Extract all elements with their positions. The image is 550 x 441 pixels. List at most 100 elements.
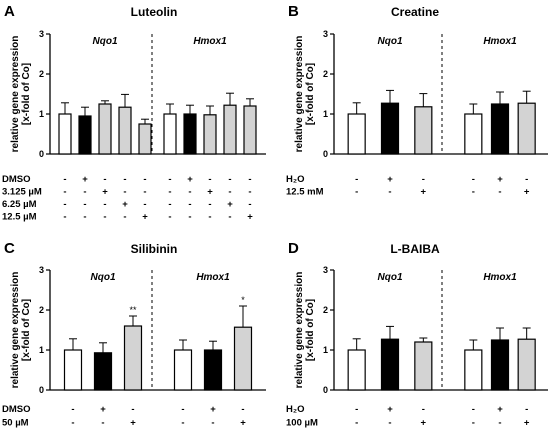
y-tick-label: 1 bbox=[39, 345, 44, 355]
condition-mark: + bbox=[524, 418, 530, 429]
condition-label: 3.125 µM bbox=[2, 187, 42, 198]
group-label-hmox1: Hmox1 bbox=[483, 272, 517, 283]
group-label-nqo1: Nqo1 bbox=[378, 36, 403, 47]
group-label-nqo1: Nqo1 bbox=[93, 36, 118, 47]
condition-mark: - bbox=[355, 187, 358, 198]
bar-hmox1-1 bbox=[490, 339, 510, 391]
group-label-hmox1: Hmox1 bbox=[483, 36, 517, 47]
condition-mark: + bbox=[102, 187, 108, 198]
condition-mark: - bbox=[355, 404, 358, 415]
condition-mark: - bbox=[143, 199, 146, 210]
condition-mark: - bbox=[103, 212, 106, 223]
panel-letter: D bbox=[288, 240, 299, 257]
condition-mark: + bbox=[100, 404, 106, 415]
bar-nqo1-1 bbox=[78, 115, 92, 155]
significance-label: * bbox=[241, 295, 245, 305]
y-tick-label: 0 bbox=[323, 385, 328, 395]
condition-mark: - bbox=[63, 174, 66, 185]
bar-hmox1-0 bbox=[163, 113, 177, 155]
condition-mark: - bbox=[123, 187, 126, 198]
y-tick-label: 3 bbox=[39, 265, 44, 275]
condition-mark: - bbox=[228, 174, 231, 185]
condition-mark: - bbox=[168, 199, 171, 210]
bar-hmox1-3 bbox=[223, 104, 237, 155]
condition-mark: - bbox=[228, 187, 231, 198]
condition-mark: + bbox=[421, 187, 427, 198]
condition-mark: + bbox=[497, 174, 503, 185]
condition-mark: + bbox=[421, 418, 427, 429]
y-axis-label: relative gene expression[x-fold of Co] bbox=[294, 272, 316, 389]
condition-mark: - bbox=[355, 418, 358, 429]
y-tick-label: 0 bbox=[323, 149, 328, 159]
condition-label: H₂O bbox=[286, 174, 304, 185]
condition-mark: + bbox=[187, 174, 193, 185]
condition-mark: - bbox=[188, 212, 191, 223]
condition-mark: - bbox=[71, 418, 74, 429]
y-axis-label: relative gene expression[x-fold of Co] bbox=[294, 36, 316, 153]
panel-d: D L-BAIBA relative gene expression[x-fold … bbox=[286, 240, 548, 429]
panel-b: B Creatine relative gene expression[x-fold… bbox=[286, 3, 548, 198]
y-axis-label: relative gene expression[x-fold of Co] bbox=[10, 36, 32, 153]
bar-hmox1-2 bbox=[517, 102, 536, 155]
condition-mark: - bbox=[248, 187, 251, 198]
bar-hmox1-1 bbox=[203, 349, 223, 391]
condition-mark: - bbox=[123, 174, 126, 185]
significance-label: ** bbox=[129, 305, 137, 315]
bar-hmox1-2 bbox=[517, 338, 536, 391]
group-label-nqo1: Nqo1 bbox=[378, 272, 403, 283]
y-tick-label: 1 bbox=[39, 109, 44, 119]
condition-mark: - bbox=[241, 404, 244, 415]
condition-mark: + bbox=[227, 199, 233, 210]
bar-nqo1-1 bbox=[380, 338, 400, 391]
condition-mark: + bbox=[122, 199, 128, 210]
bar-nqo1-0 bbox=[347, 113, 366, 155]
condition-mark: - bbox=[211, 418, 214, 429]
condition-mark: + bbox=[82, 174, 88, 185]
condition-mark: - bbox=[63, 212, 66, 223]
y-tick-label: 0 bbox=[39, 149, 44, 159]
panel-letter: B bbox=[288, 3, 299, 20]
y-tick-label: 2 bbox=[323, 305, 328, 315]
condition-mark: - bbox=[143, 174, 146, 185]
condition-mark: - bbox=[63, 187, 66, 198]
bar-nqo1-1 bbox=[380, 102, 400, 155]
group-label-hmox1: Hmox1 bbox=[196, 272, 230, 283]
condition-mark: - bbox=[208, 174, 211, 185]
condition-mark: - bbox=[83, 212, 86, 223]
condition-label: 12.5 µM bbox=[2, 212, 37, 223]
bar-nqo1-4 bbox=[138, 123, 152, 155]
bar-nqo1-0 bbox=[63, 349, 83, 391]
condition-mark: - bbox=[248, 174, 251, 185]
bar-hmox1-1 bbox=[490, 103, 510, 155]
bar-nqo1-3 bbox=[118, 106, 132, 155]
y-tick-label: 2 bbox=[323, 69, 328, 79]
y-tick-label: 0 bbox=[39, 385, 44, 395]
group-label-hmox1: Hmox1 bbox=[193, 36, 227, 47]
condition-mark: - bbox=[83, 199, 86, 210]
condition-mark: - bbox=[168, 187, 171, 198]
group-label-nqo1: Nqo1 bbox=[91, 272, 116, 283]
condition-mark: + bbox=[387, 404, 393, 415]
condition-mark: + bbox=[240, 418, 246, 429]
condition-mark: + bbox=[210, 404, 216, 415]
condition-mark: - bbox=[208, 199, 211, 210]
panel-letter: A bbox=[4, 3, 15, 20]
panel-title: Creatine bbox=[391, 5, 439, 19]
condition-mark: - bbox=[103, 174, 106, 185]
condition-mark: - bbox=[168, 174, 171, 185]
panel-title: Silibinin bbox=[131, 242, 178, 256]
condition-mark: - bbox=[355, 174, 358, 185]
panel-letter: C bbox=[4, 240, 15, 257]
bar-nqo1-2 bbox=[414, 341, 433, 391]
condition-mark: + bbox=[497, 404, 503, 415]
y-axis-label: relative gene expression[x-fold of Co] bbox=[10, 272, 32, 389]
bar-hmox1-2 bbox=[233, 326, 253, 391]
bar-nqo1-2 bbox=[98, 103, 112, 155]
condition-mark: - bbox=[188, 187, 191, 198]
bar-nqo1-0 bbox=[347, 349, 366, 391]
condition-mark: + bbox=[130, 418, 136, 429]
condition-mark: - bbox=[472, 187, 475, 198]
condition-mark: - bbox=[498, 187, 501, 198]
y-tick-label: 1 bbox=[323, 345, 328, 355]
